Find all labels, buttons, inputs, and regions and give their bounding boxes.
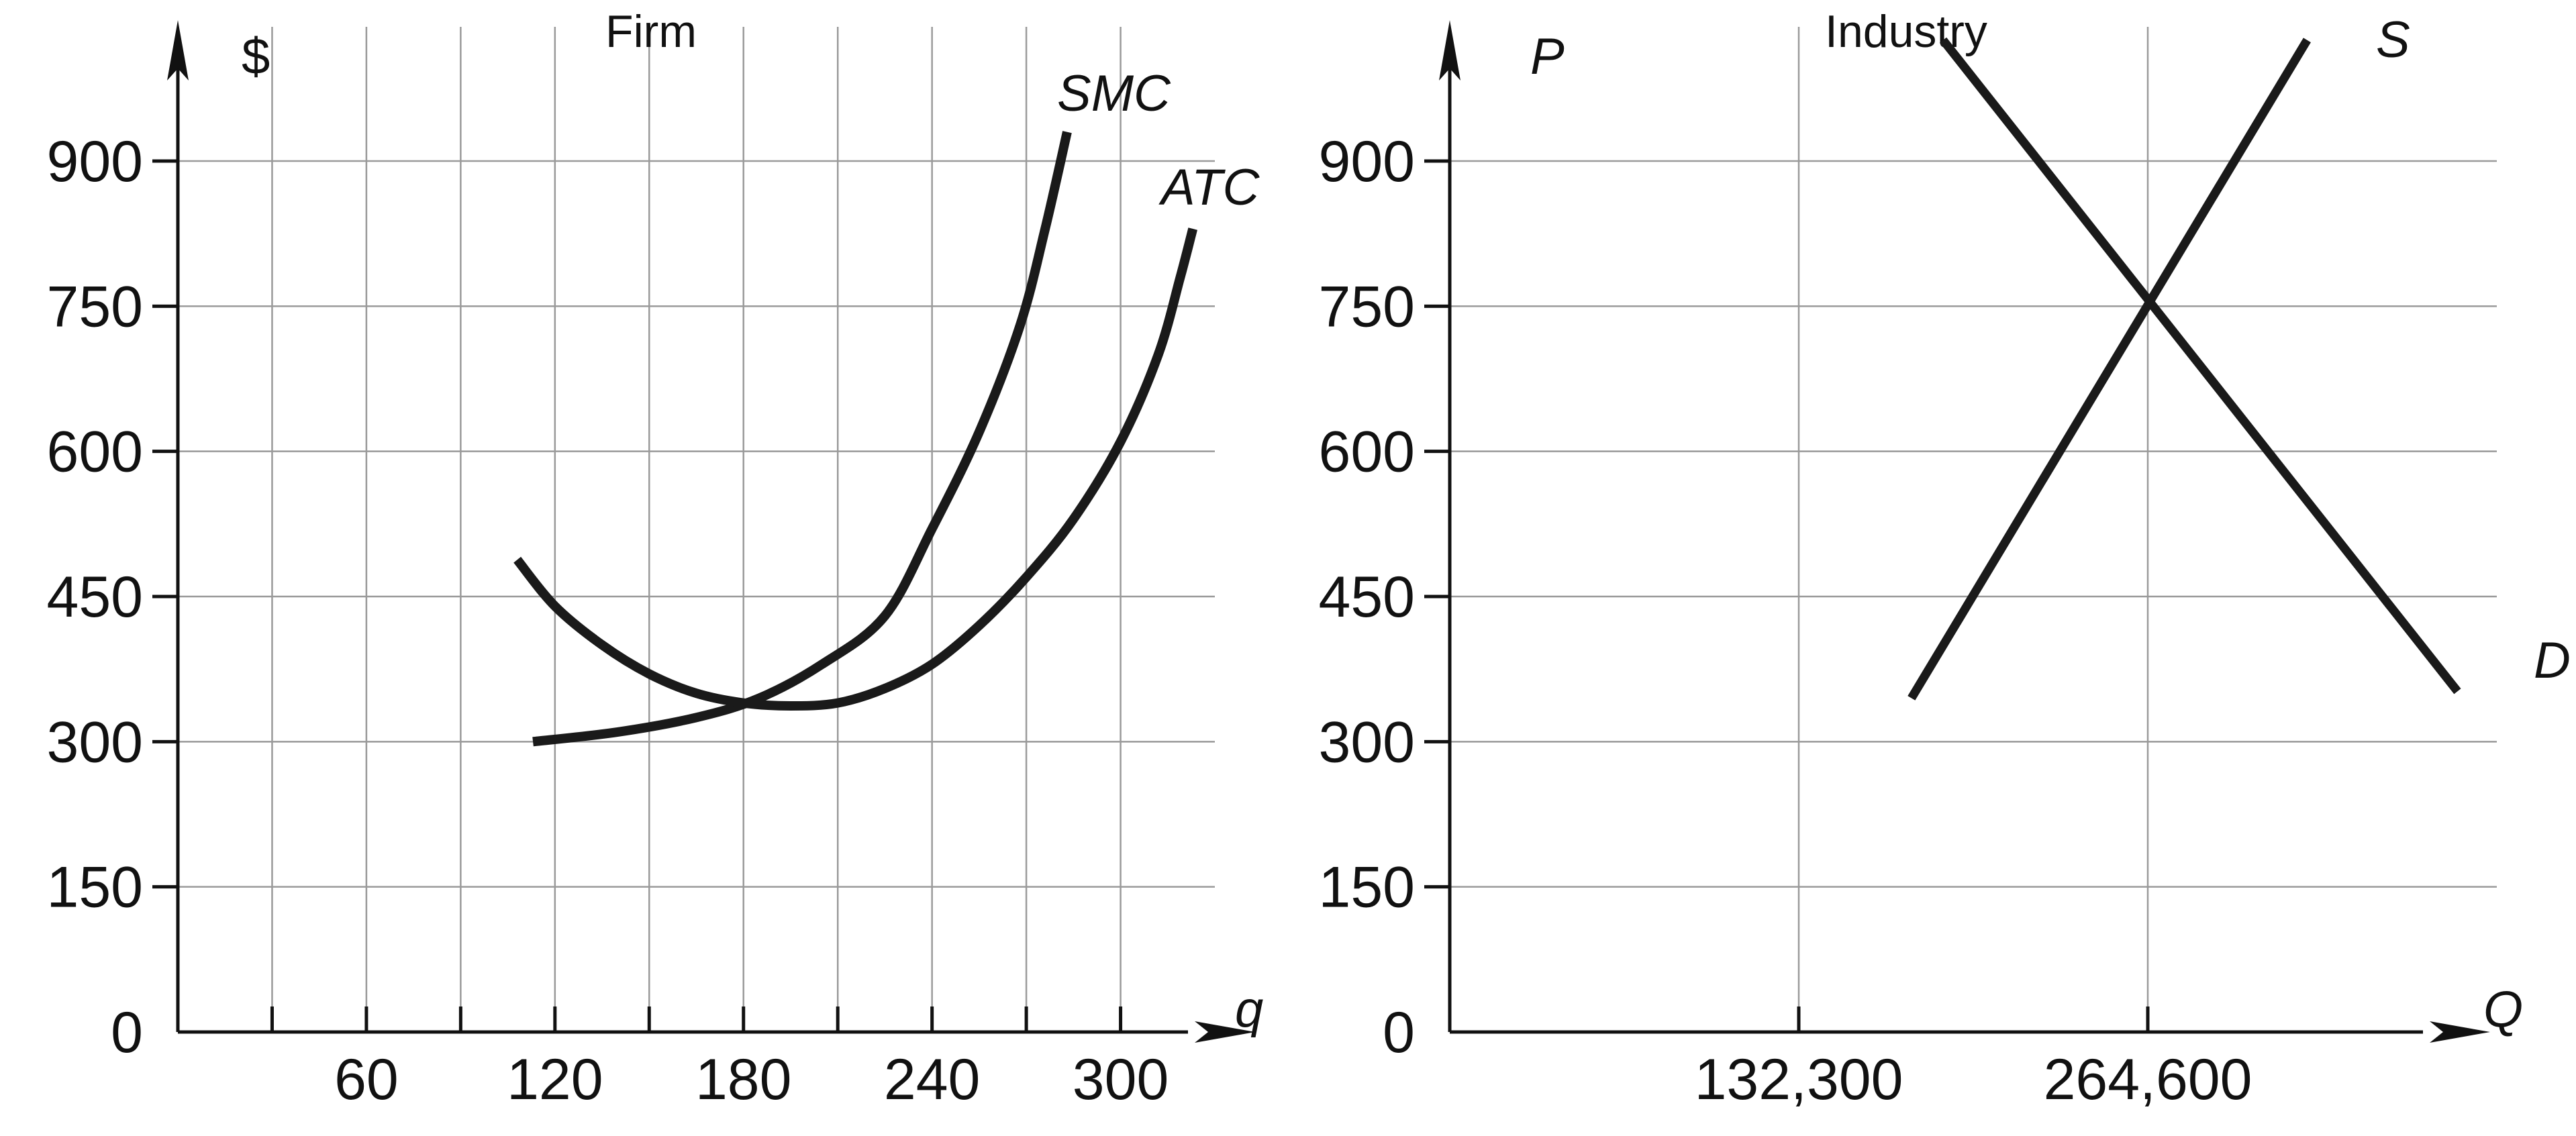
firm-series-smc-curve: [532, 131, 1072, 747]
industry-y-tick-label: 600: [1319, 420, 1416, 484]
firm-x-tick-label: 120: [507, 1047, 603, 1112]
industry-title: Industry: [1825, 6, 1987, 57]
firm-y-tick-label: 600: [47, 420, 144, 484]
industry-x-tick-label: 132,300: [1695, 1047, 1903, 1112]
firm-series-atc-label: ATC: [1158, 159, 1260, 216]
firm-x-axis-arrow: [1195, 1021, 1255, 1043]
firm-y-tick-label: 900: [47, 130, 144, 194]
industry-y-tick-label: 300: [1319, 710, 1416, 774]
industry-x-axis-label: Q: [2483, 981, 2523, 1038]
industry-y-tick-label: 0: [1383, 1000, 1415, 1065]
firm-y-axis-arrow: [167, 20, 189, 81]
industry-y-tick-label: 750: [1319, 274, 1416, 339]
firm-y-axis-label: $: [242, 28, 270, 85]
firm-y-tick-label: 750: [47, 274, 144, 339]
industry-series-s-curve: [1908, 38, 2311, 701]
industry-y-axis-label: P: [1530, 28, 1565, 85]
firm-panel: 0 150 300 450 600 750 900 60 120 180 240 300 Firm $ q S…: [47, 6, 1264, 1112]
firm-title: Firm: [605, 6, 697, 57]
firm-x-tick-label: 300: [1073, 1047, 1169, 1112]
industry-series-s-label: S: [2376, 11, 2410, 68]
industry-x-axis-arrow: [2430, 1021, 2490, 1043]
industry-panel: 0 150 300 450 600 750 900 132,300 264,600 Industr…: [1319, 6, 2571, 1112]
industry-y-axis-arrow: [1439, 20, 1460, 81]
firm-series-atc-curve: [513, 227, 1198, 711]
firm-y-tick-label: 300: [47, 710, 144, 774]
firm-x-axis-label: q: [1235, 981, 1263, 1038]
industry-y-tick-label: 150: [1319, 856, 1416, 920]
firm-x-tick-label: 60: [334, 1047, 399, 1112]
firm-series-smc-label: SMC: [1057, 65, 1171, 122]
firm-y-tick-label: 150: [47, 856, 144, 920]
firm-x-tick-label: 240: [884, 1047, 981, 1112]
firm-x-tick-label: 180: [695, 1047, 792, 1112]
industry-y-tick-label: 900: [1319, 130, 1416, 194]
industry-y-tick-label: 450: [1319, 565, 1416, 629]
industry-series-d-label: D: [2534, 632, 2571, 689]
firm-y-tick-label: 450: [47, 565, 144, 629]
industry-series-d-curve: [1939, 37, 2461, 694]
firm-y-tick-label: 0: [111, 1000, 143, 1065]
industry-x-tick-label: 264,600: [2044, 1047, 2252, 1112]
